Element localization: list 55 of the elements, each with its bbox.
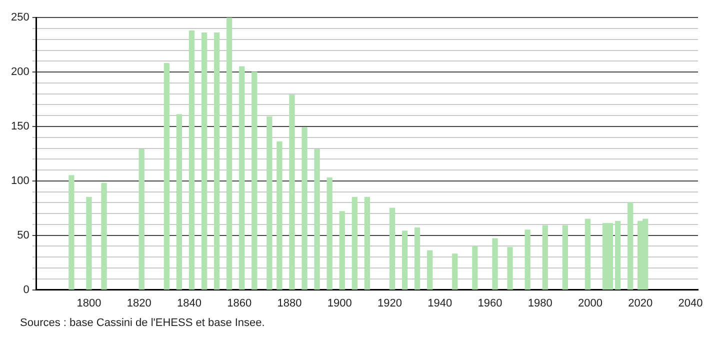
bar <box>524 230 530 290</box>
y-tick-label: 0 <box>23 284 30 296</box>
y-tick-label: 100 <box>10 174 30 187</box>
bar <box>492 238 498 290</box>
x-tick-label: 1960 <box>478 297 502 310</box>
x-tick-label: 1900 <box>327 297 352 310</box>
bar <box>289 94 295 290</box>
x-tick-label: 1800 <box>76 297 102 310</box>
bar <box>326 177 332 290</box>
bar <box>507 247 513 290</box>
x-tick-label: 2040 <box>678 297 703 310</box>
bar <box>364 196 370 290</box>
x-tick-label: 1940 <box>428 297 452 310</box>
x-tick-label: 1920 <box>377 297 402 310</box>
bar <box>389 208 396 290</box>
y-tick-label: 150 <box>10 120 30 133</box>
bar <box>584 218 591 290</box>
bar <box>614 220 621 290</box>
source-note: Sources : base Cassini de l'EHESS et base Insee. <box>20 317 266 329</box>
bar <box>542 225 548 290</box>
x-tick-label: 1880 <box>277 297 302 310</box>
bar <box>188 30 195 290</box>
bar <box>176 114 182 290</box>
x-tick-label: 2000 <box>578 297 602 310</box>
x-tick-label: 1840 <box>176 297 202 310</box>
bar <box>628 202 634 290</box>
bar <box>266 116 272 290</box>
y-tick-label: 50 <box>17 229 30 242</box>
bar <box>452 254 458 290</box>
bar <box>239 66 245 290</box>
x-tick-label: 1980 <box>528 297 552 310</box>
bar <box>339 211 345 290</box>
bar <box>276 141 282 290</box>
y-tick-label: 250 <box>10 12 30 24</box>
bar <box>252 72 258 290</box>
bar <box>201 32 208 290</box>
bar <box>164 63 170 290</box>
bar <box>352 196 358 290</box>
bar <box>472 246 478 290</box>
bar <box>226 18 232 290</box>
bar <box>414 227 420 290</box>
y-tick-label: 200 <box>10 66 30 78</box>
bar <box>302 127 308 290</box>
bar <box>86 196 92 290</box>
x-tick-label: 2020 <box>628 297 653 310</box>
bar <box>101 182 107 290</box>
bar <box>138 149 144 290</box>
bar <box>214 32 220 290</box>
bar <box>562 225 568 290</box>
bar <box>402 230 408 290</box>
bar <box>427 250 433 290</box>
bar <box>68 175 74 290</box>
x-tick-label: 1860 <box>227 297 252 310</box>
x-tick-label: 1820 <box>126 297 152 310</box>
bar <box>314 149 320 290</box>
